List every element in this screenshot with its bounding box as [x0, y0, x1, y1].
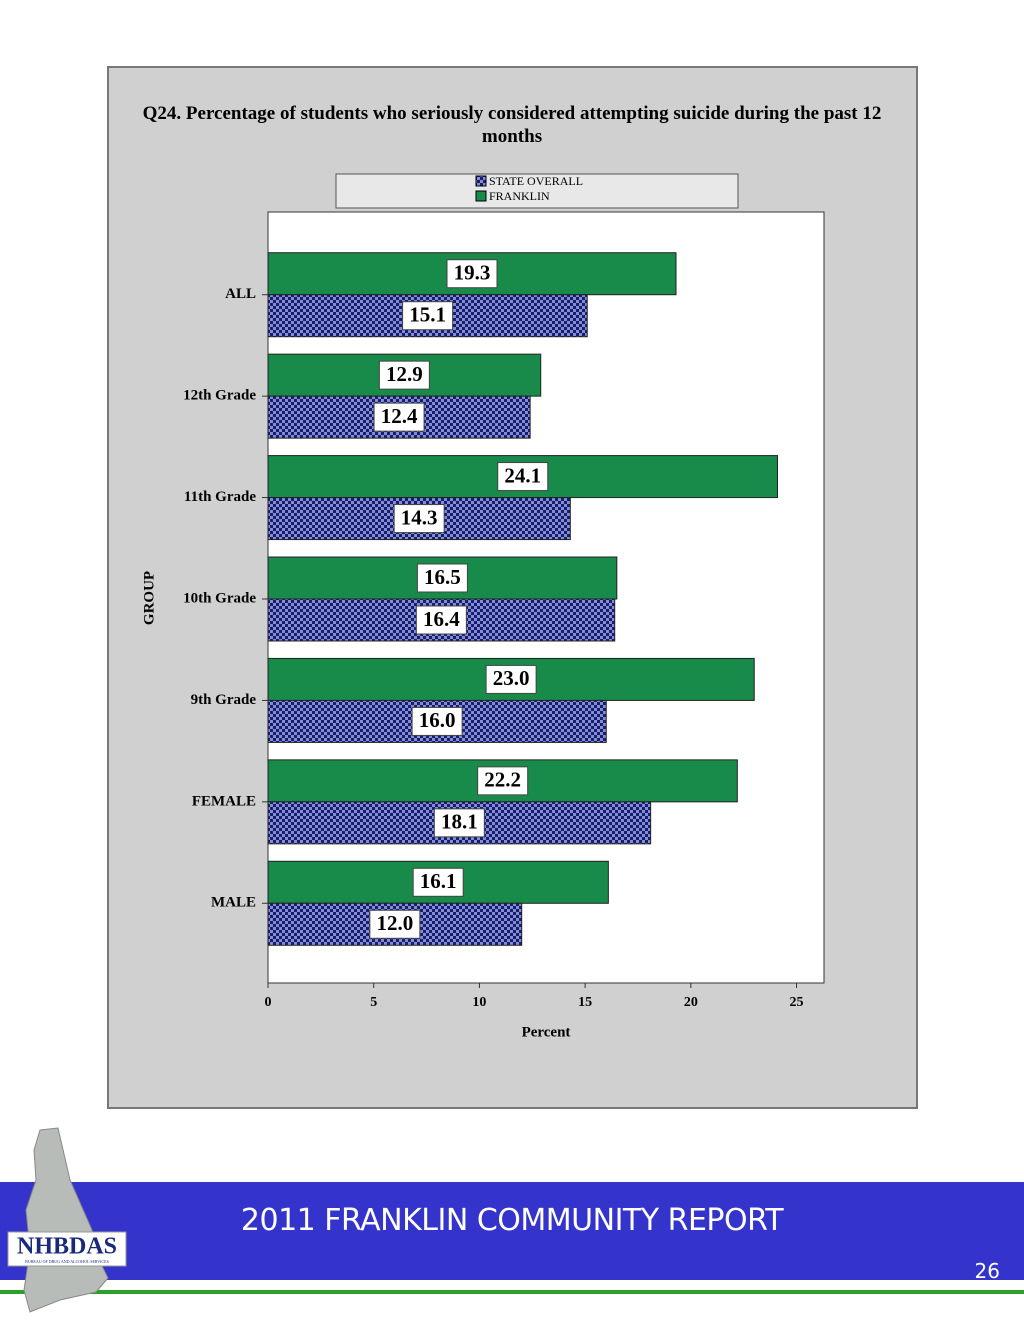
- value-label-box: [369, 909, 421, 939]
- value-label: 24.1: [504, 463, 541, 487]
- y-tick-label: 10th Grade: [183, 590, 256, 606]
- value-label-box: [497, 462, 549, 492]
- value-label-box: [415, 605, 467, 635]
- y-axis-label: GROUP: [141, 571, 157, 625]
- value-label: 16.1: [420, 869, 457, 893]
- y-tick-label: FEMALE: [192, 793, 256, 809]
- value-label: 18.1: [441, 810, 478, 834]
- chart-title: Q24. Percentage of students who seriousl…: [142, 103, 882, 147]
- value-label-box: [373, 402, 425, 432]
- logo-text: NHBDAS: [17, 1234, 117, 1260]
- x-tick-label: 25: [790, 995, 804, 1010]
- page-number: 26: [974, 1259, 1000, 1283]
- value-label: 16.5: [424, 565, 461, 589]
- y-tick-label: ALL: [225, 286, 256, 302]
- value-label-box: [378, 360, 430, 390]
- value-label: 16.4: [423, 607, 460, 631]
- legend-label: STATE OVERALL: [489, 174, 583, 188]
- x-tick-label: 20: [684, 995, 698, 1010]
- value-label: 22.2: [484, 768, 521, 792]
- value-label: 23.0: [493, 666, 530, 690]
- value-label-box: [402, 301, 454, 331]
- value-label-box: [416, 563, 468, 593]
- value-label: 14.3: [401, 505, 438, 529]
- footer-band: [0, 1182, 1024, 1280]
- value-label-box: [412, 867, 464, 897]
- y-tick-label: 12th Grade: [183, 388, 256, 404]
- legend-swatch: [475, 190, 487, 202]
- legend-box: [335, 173, 739, 209]
- x-axis-label: Percent: [522, 1024, 571, 1040]
- footer-title: 2011 FRANKLIN COMMUNITY REPORT: [240, 1203, 784, 1238]
- x-tick-label: 15: [578, 995, 592, 1010]
- y-tick-label: 9th Grade: [191, 692, 257, 708]
- value-label: 19.3: [454, 261, 491, 285]
- value-label: 12.0: [376, 911, 413, 935]
- x-tick-label: 0: [265, 995, 272, 1010]
- value-label: 12.9: [386, 362, 423, 386]
- value-label-box: [485, 664, 537, 694]
- value-label-box: [433, 808, 485, 838]
- logo-box: [7, 1231, 127, 1267]
- legend-label: FRANKLIN: [489, 189, 550, 203]
- footer-line: [0, 1290, 1024, 1294]
- value-label-box: [393, 504, 445, 534]
- value-label: 12.4: [381, 404, 418, 428]
- legend-swatch: [475, 175, 487, 187]
- value-label-box: [446, 259, 498, 289]
- value-label: 15.1: [409, 303, 446, 327]
- value-label-box: [411, 706, 463, 736]
- y-tick-label: 11th Grade: [184, 489, 256, 505]
- y-tick-label: MALE: [211, 895, 256, 911]
- logo-subtitle: BUREAU OF DRUG AND ALCOHOL SERVICES: [25, 1259, 109, 1264]
- x-tick-label: 5: [370, 995, 377, 1010]
- value-label-box: [477, 766, 529, 796]
- value-label: 16.0: [419, 708, 456, 732]
- x-tick-label: 10: [472, 995, 486, 1010]
